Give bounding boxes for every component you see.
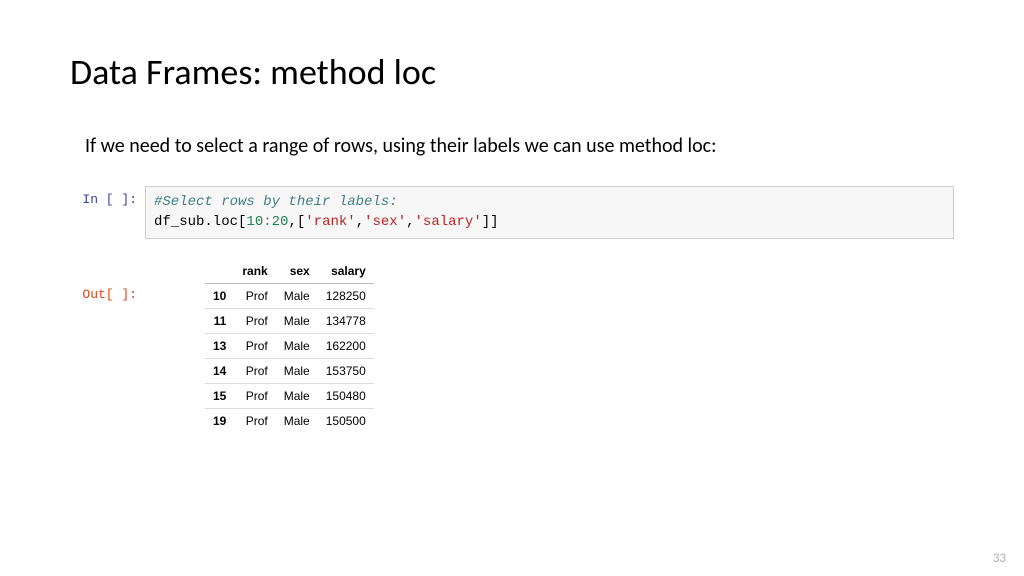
table-corner	[205, 259, 234, 284]
cell: Prof	[234, 284, 275, 309]
col-header: sex	[276, 259, 318, 284]
cell: 128250	[318, 284, 374, 309]
code-box: #Select rows by their labels: df_sub.loc…	[145, 186, 954, 239]
code-str3: 'salary'	[415, 214, 482, 230]
code-comment: #Select rows by their labels:	[154, 194, 398, 210]
cell: Male	[276, 409, 318, 434]
table-row: 10 Prof Male 128250	[205, 284, 374, 309]
cell: 153750	[318, 359, 374, 384]
dataframe-table: rank sex salary 10 Prof Male 128250 11 P…	[205, 259, 374, 433]
cell: 150500	[318, 409, 374, 434]
row-index: 13	[205, 334, 234, 359]
body-text: If we need to select a range of rows, us…	[85, 134, 954, 158]
col-header: salary	[318, 259, 374, 284]
cell: Prof	[234, 309, 275, 334]
row-index: 15	[205, 384, 234, 409]
cell: 150480	[318, 384, 374, 409]
slide-title: Data Frames: method loc	[70, 50, 954, 94]
code-c2: ,	[406, 214, 414, 230]
row-index: 19	[205, 409, 234, 434]
cell: Prof	[234, 384, 275, 409]
row-index: 14	[205, 359, 234, 384]
input-cell: In [ ]: #Select rows by their labels: df…	[70, 186, 954, 239]
cell: Prof	[234, 409, 275, 434]
out-prompt: Out[ ]:	[70, 259, 145, 302]
page-number: 33	[993, 551, 1006, 566]
table-row: 14 Prof Male 153750	[205, 359, 374, 384]
row-index: 10	[205, 284, 234, 309]
cell: Prof	[234, 359, 275, 384]
table-row: 13 Prof Male 162200	[205, 334, 374, 359]
output-cell: Out[ ]: rank sex salary 10 Prof Male	[70, 259, 954, 433]
cell: Male	[276, 334, 318, 359]
table-row: 19 Prof Male 150500	[205, 409, 374, 434]
code-str2: 'sex'	[364, 214, 406, 230]
code-colon: :	[263, 214, 271, 230]
code-str1: 'rank'	[305, 214, 355, 230]
table-row: 11 Prof Male 134778	[205, 309, 374, 334]
code-num1: 10	[246, 214, 263, 230]
cell: Prof	[234, 334, 275, 359]
cell: Male	[276, 384, 318, 409]
code-num2: 20	[272, 214, 289, 230]
cell: Male	[276, 359, 318, 384]
code-obj: df_sub.loc[	[154, 214, 246, 230]
row-index: 11	[205, 309, 234, 334]
code-comma-open: ,[	[288, 214, 305, 230]
col-header: rank	[234, 259, 275, 284]
in-prompt: In [ ]:	[70, 186, 145, 207]
code-c1: ,	[356, 214, 364, 230]
table-row: 15 Prof Male 150480	[205, 384, 374, 409]
cell: Male	[276, 309, 318, 334]
cell: 162200	[318, 334, 374, 359]
cell: Male	[276, 284, 318, 309]
cell: 134778	[318, 309, 374, 334]
code-close: ]]	[482, 214, 499, 230]
